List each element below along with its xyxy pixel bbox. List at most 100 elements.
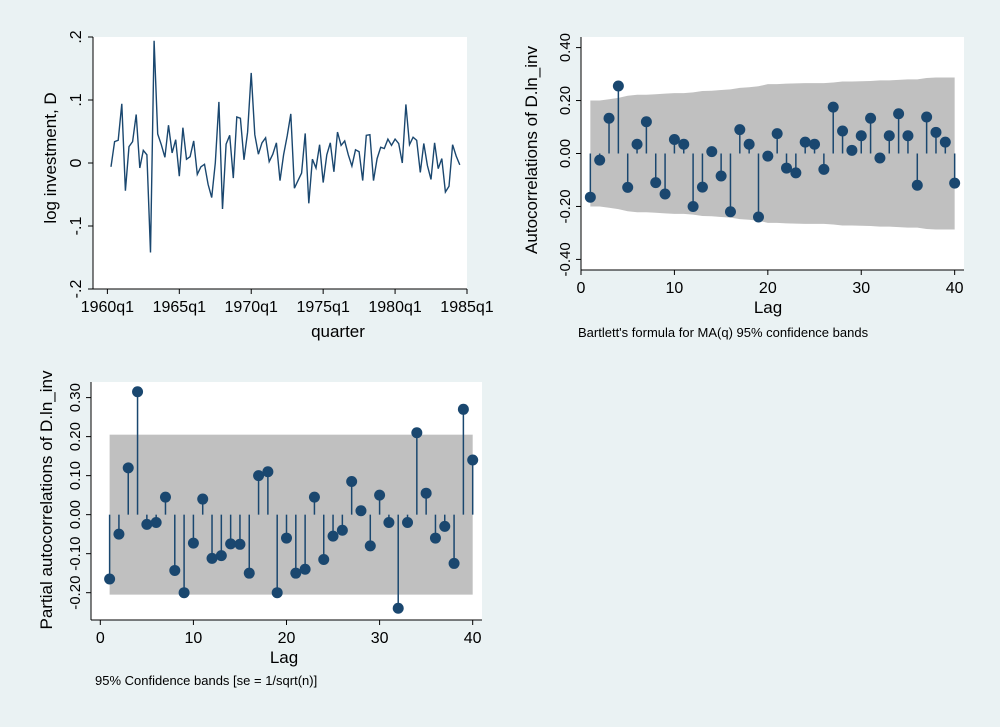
acf-point [734,124,746,136]
pacf-point [411,427,423,439]
panel-pacf: 0.30 0.20 0.10 0.00 -0.10 -0.20 0 10 20 30 40 Lag… [37,370,482,688]
acf-point [893,108,905,120]
pacf-point [104,573,116,585]
acf-note: Bartlett's formula for MA(q) 95% confide… [578,325,869,340]
pacf-point [197,493,209,505]
pacf-point [299,563,311,575]
pacf-point [374,489,386,501]
acf-point [724,206,736,218]
acf-y-tick-label: 0.20 [557,86,574,115]
pacf-point [402,516,414,528]
ts-y-axis-label: log investment, D [41,92,60,223]
pacf-point [308,491,320,503]
acf-point [612,80,624,92]
acf-x-axis-label: Lag [754,298,782,317]
acf-x-tick-label: 10 [666,280,684,297]
pacf-point [281,532,292,544]
acf-point [668,133,680,145]
pacf-point [132,386,144,398]
ts-x-tick-label: 1980q1 [368,299,421,316]
acf-point [771,128,783,140]
acf-point [902,130,914,142]
pacf-point [169,564,181,576]
acf-point [818,163,830,175]
panel-time-series: .2 .1 0 -.1 -.2 1960q1 1965q1 1970q1 1975q1 1980… [41,30,494,341]
pacf-x-tick-label: 10 [185,630,203,647]
pacf-point [346,475,358,487]
acf-x-tick-label: 0 [577,280,586,297]
acf-point [752,211,764,223]
panel-acf: 0.40 0.20 0.00 -0.20 -0.40 0 10 20 30 40 Lag Aut… [522,33,964,340]
ts-y-tick-label: -.2 [68,280,85,299]
acf-point [846,144,858,156]
pacf-point [113,528,125,540]
pacf-point [448,557,460,569]
pacf-y-tick-label: 0.00 [67,500,84,529]
acf-point [762,150,774,162]
ts-y-tick-label: 0 [68,158,85,167]
acf-point [855,130,867,142]
pacf-point [429,532,441,544]
acf-point [949,177,961,189]
acf-y-tick-label: -0.20 [557,189,574,223]
acf-point [865,112,877,124]
acf-point [837,125,849,137]
pacf-point [150,516,162,528]
pacf-y-tick-label: -0.10 [67,537,84,571]
pacf-y-tick-label: 0.30 [67,383,84,412]
acf-point [911,179,923,191]
acf-point [640,116,652,128]
ts-x-tick-label: 1965q1 [153,299,206,316]
acf-point [706,146,718,158]
acf-point [939,136,951,148]
pacf-point [336,524,348,536]
pacf-point [243,567,255,579]
acf-y-tick-label: 0.40 [557,33,574,62]
acf-point [696,181,708,193]
acf-point [631,138,643,150]
pacf-point [439,520,451,532]
ts-series-line [110,40,461,253]
acf-x-tick-label: 20 [759,280,777,297]
acf-point [781,162,793,174]
acf-point [594,154,606,166]
pacf-note: 95% Confidence bands [se = 1/sqrt(n)] [95,673,317,688]
acf-point [622,181,634,193]
acf-y-tick-label: 0.00 [557,139,574,168]
ts-x-axis-label: quarter [311,322,365,341]
ts-y-tick-label: -.1 [68,217,85,236]
pacf-point [457,403,469,415]
ts-x-tick-label: 1960q1 [81,299,134,316]
acf-point [799,136,811,148]
pacf-point [206,552,218,564]
acf-point [921,111,933,123]
acf-point [790,167,802,179]
pacf-point [364,540,376,552]
acf-point [584,191,596,203]
acf-x-tick-label: 30 [852,280,870,297]
pacf-point [159,491,171,503]
pacf-x-axis-label: Lag [270,648,298,667]
pacf-point [420,487,432,499]
ts-x-tick-label: 1985q1 [440,299,493,316]
acf-y-tick-label: -0.40 [557,242,574,276]
pacf-point [141,518,153,530]
acf-y-axis-label: Autocorrelations of D.ln_inv [522,46,541,254]
acf-point [743,138,755,150]
ts-x-tick-label: 1970q1 [225,299,278,316]
pacf-point [122,462,134,474]
acf-point [883,130,895,142]
pacf-point [290,567,302,579]
pacf-point [262,466,274,478]
pacf-x-tick-label: 0 [96,630,105,647]
ts-y-tick-label: .1 [68,93,85,106]
pacf-point [392,602,404,614]
pacf-y-axis-label: Partial autocorrelations of D.ln_inv [37,370,56,629]
pacf-point [187,537,199,549]
acf-point [715,170,727,182]
pacf-y-tick-label: 0.10 [67,461,84,490]
acf-point [603,112,615,124]
pacf-point [383,516,395,528]
acf-point [809,138,821,150]
acf-point [650,177,662,189]
